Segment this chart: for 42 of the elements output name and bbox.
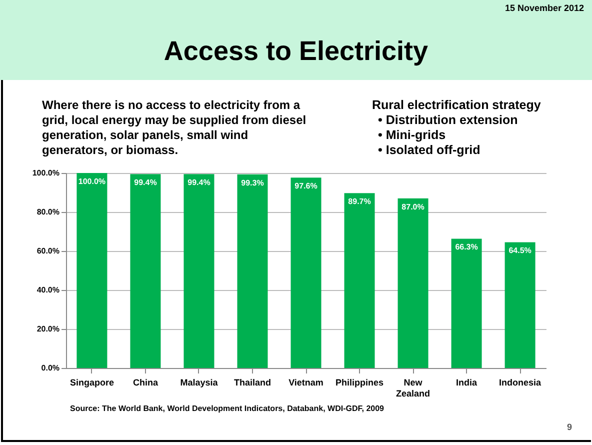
text: • Distribution extension — [378, 113, 519, 128]
text: Rural electrification strategy — [372, 98, 541, 113]
x-tick-label: Vietnam — [288, 378, 324, 388]
data-label: 89.7% — [348, 197, 371, 206]
y-tick-label: 100.0% — [32, 168, 60, 178]
x-tick-label: India — [456, 378, 478, 388]
bar — [76, 173, 108, 368]
y-tick-label: 20.0% — [36, 324, 60, 334]
data-label: 99.4% — [188, 178, 210, 188]
data-label: 99.4% — [134, 178, 157, 188]
x-tick-label: Thailand — [234, 378, 271, 388]
x-tick-label: New Zealand — [396, 378, 430, 398]
x-tick-label: Singapore — [70, 378, 114, 388]
text: • Mini-grids — [378, 128, 447, 143]
bar — [237, 174, 268, 368]
text: 15 November 2012 — [504, 3, 584, 13]
data-label: 97.6% — [294, 182, 318, 191]
data-label: 66.3% — [455, 242, 478, 252]
bar — [130, 174, 161, 368]
data-label: 100.0% — [78, 177, 106, 186]
x-tick-label: Indonesia — [499, 378, 542, 388]
bar — [398, 198, 428, 368]
text: Where there is no access to electricity from a grid, local energy may be supplied from diesel generation, solar panels, small wind generators, or biomass. — [42, 98, 308, 158]
chart-title: Access to Electricity — [162, 36, 430, 67]
y-tick-label: 60.0% — [36, 246, 60, 256]
text: 9 — [566, 422, 572, 432]
y-tick-label: 0.0% — [41, 364, 60, 372]
bar — [290, 178, 322, 368]
data-label: 99.3% — [241, 178, 264, 188]
y-tick-label: 40.0% — [36, 286, 60, 294]
x-tick-label: China — [132, 378, 159, 388]
bar — [451, 238, 482, 368]
bar — [184, 174, 214, 368]
y-tick-label: 80.0% — [36, 208, 60, 216]
bar — [504, 242, 536, 368]
x-tick-label: Philippines — [336, 378, 384, 388]
x-tick-label: Malaysia — [180, 378, 219, 388]
data-label: 64.5% — [508, 246, 532, 256]
bar — [344, 193, 375, 368]
source-note: Source: The World Bank, World Development Indicators, Databank, WDI-GDF, 2009 — [70, 404, 384, 413]
text: • Isolated off-grid — [378, 143, 482, 158]
data-label: 87.0% — [402, 202, 424, 212]
